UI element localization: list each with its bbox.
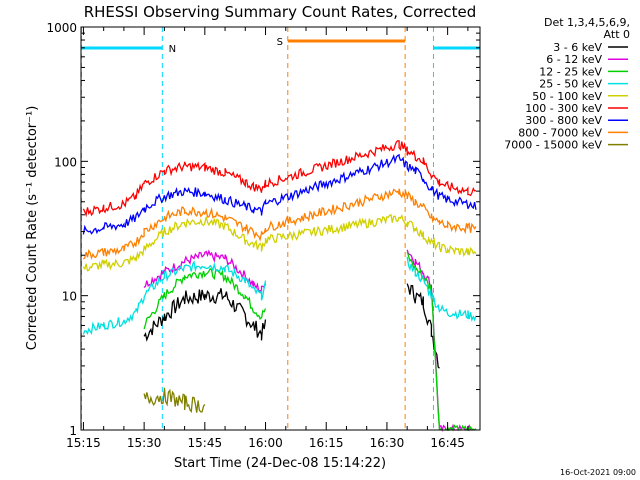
legend-entry-label: 50 - 100 keV — [532, 90, 602, 103]
x-tick-label: 15:45 — [188, 436, 223, 450]
axes: 1 10 100 1000 15:15 15:30 15:45 16:00 16:15 16:30… — [46, 21, 481, 450]
legend-entry-label: 7000 - 15000 keV — [504, 139, 602, 152]
series-line-12-25-kev — [143, 267, 267, 330]
series-line-25-50-kev — [406, 256, 477, 322]
series-line-12-25-kev — [406, 251, 477, 432]
plot-frame — [80, 26, 481, 431]
footer-timestamp: 16-Oct-2021 09:00 — [560, 468, 636, 477]
legend-entry-label: 3 - 6 keV — [553, 41, 602, 54]
x-axis-label: Start Time (24-Dec-08 15:14:22) — [174, 456, 386, 471]
x-tick-label: 15:15 — [66, 436, 101, 450]
chart-title: RHESSI Observing Summary Count Rates, Co… — [84, 3, 477, 21]
series-line-6-12-kev — [406, 249, 477, 433]
series-line-6-12-kev — [143, 249, 267, 293]
series-line-3-6-kev — [406, 283, 440, 369]
x-tick-label: 16:45 — [430, 436, 465, 450]
y-tick-label: 1 — [69, 424, 77, 438]
plot-marks: NS — [80, 27, 481, 433]
x-tick-label: 16:30 — [370, 436, 405, 450]
series-line-25-50-kev — [82, 260, 267, 336]
series-line-50-100-kev — [82, 213, 477, 272]
x-tick-label: 16:15 — [309, 436, 344, 450]
legend-header-line-1: Det 1,3,4,5,6,9, — [544, 16, 630, 29]
legend-entry-label: 12 - 25 keV — [539, 65, 602, 78]
y-tick-label: 100 — [54, 155, 77, 169]
series-line-100-300-kev — [82, 140, 477, 218]
x-tick-label: 16:00 — [248, 436, 283, 450]
series-line-300-800-kev — [82, 153, 477, 235]
flag-label: N — [169, 44, 176, 55]
y-tick-label: 1000 — [46, 21, 77, 35]
x-tick-label: 15:30 — [127, 436, 162, 450]
legend-header-line-2: Att 0 — [604, 28, 630, 41]
y-axis-label: Corrected Count Rate (s⁻¹ detector⁻¹) — [25, 106, 40, 351]
legend-entry-label: 800 - 7000 keV — [518, 126, 602, 139]
series-line-800-7000-kev — [82, 188, 477, 261]
flag-label: S — [277, 37, 283, 48]
series-line-3-6-kev — [143, 288, 267, 342]
legend-entry-label: 6 - 12 keV — [546, 53, 602, 66]
legend-entry-label: 300 - 800 keV — [525, 114, 602, 127]
y-tick-label: 10 — [62, 290, 77, 304]
series-line-7000-15000-kev — [143, 387, 206, 413]
legend-entry-label: 100 - 300 keV — [525, 102, 602, 115]
legend-entry-label: 25 - 50 keV — [539, 78, 602, 91]
